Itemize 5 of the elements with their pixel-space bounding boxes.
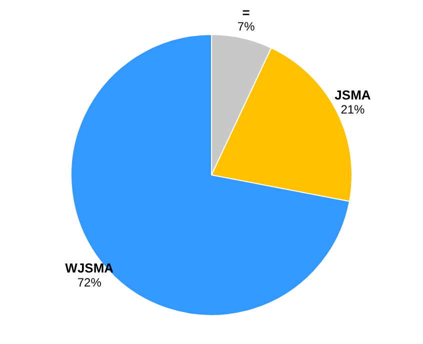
- slice-label: JSMA: [334, 88, 372, 103]
- data-label: 21%: [340, 102, 366, 116]
- data-label: 7%: [237, 20, 256, 34]
- slice-label: =: [242, 4, 250, 20]
- data-label: 72%: [77, 275, 102, 290]
